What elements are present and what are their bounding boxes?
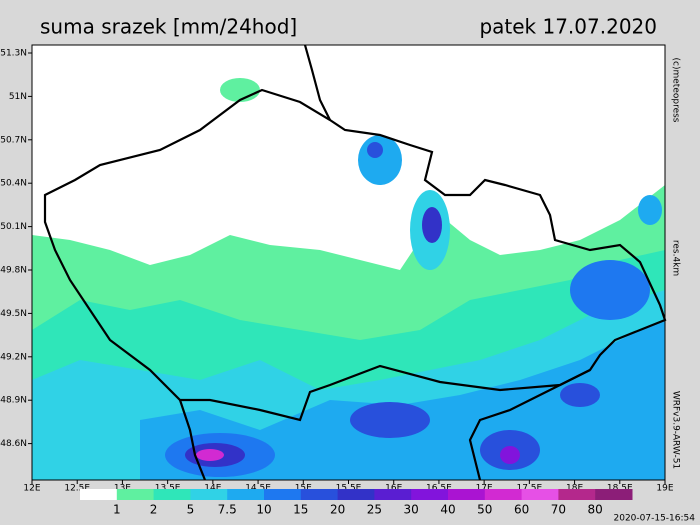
rain-cell (350, 402, 430, 438)
colorbar-label: 25 (367, 503, 382, 517)
colorbar-swatch (521, 489, 559, 500)
lon-label: 16E (385, 484, 402, 494)
colorbar-label: 10 (256, 503, 271, 517)
colorbar-swatch (484, 489, 523, 500)
lon-label: 14E (204, 484, 221, 494)
colorbar-swatch (595, 489, 633, 500)
rain-cell (500, 446, 520, 464)
lat-label: 51.3N (0, 49, 27, 59)
colorbar-label: 40 (440, 503, 455, 517)
lon-label: 13.5E (155, 484, 181, 494)
border-line (178, 399, 207, 481)
resolution: res.4km (671, 240, 681, 276)
lat-label: 50.1N (0, 222, 27, 232)
rain-cell (358, 135, 402, 185)
colorbar-label: 20 (330, 503, 345, 517)
borders (43, 44, 667, 481)
date: patek 17.07.2020 (479, 15, 657, 39)
colorbar-swatch (300, 489, 339, 500)
colorbar-swatch (116, 489, 155, 500)
lon-label: 13E (114, 484, 131, 494)
lon-label: 12.5E (64, 484, 90, 494)
colorbar-swatch (411, 489, 449, 500)
lon-label: 17.5E (516, 484, 542, 494)
lon-label: 18E (566, 484, 583, 494)
border-line (468, 369, 591, 481)
colorbar-swatch (374, 489, 412, 500)
colorbar-label: 70 (551, 503, 566, 517)
lon-label: 12E (23, 484, 40, 494)
colorbar-label: 2 (150, 503, 158, 517)
model: WRFv3.9-ARW-51 (671, 391, 681, 469)
colorbar-swatch (337, 489, 375, 500)
lat-label: 49.8N (0, 266, 27, 276)
border-czech (43, 88, 667, 422)
rain-cell (367, 142, 383, 158)
lon-label: 18.5E (607, 484, 633, 494)
colorbar-label: 1 (113, 503, 121, 517)
rain-cell (560, 383, 600, 407)
lat-label: 50.4N (0, 179, 27, 189)
rain-cell (220, 78, 260, 102)
lon-label: 19E (656, 484, 673, 494)
copyright: (c)meteopress (671, 58, 681, 123)
lat-label: 51N (9, 92, 27, 102)
lat-label: 50.7N (0, 135, 27, 145)
colorbar-swatch (558, 489, 596, 500)
colorbar-swatch (264, 489, 302, 500)
colorbar-label: 7.5 (218, 503, 237, 517)
lon-label: 15E (295, 484, 312, 494)
colorbar-swatch (448, 489, 486, 500)
colorbar-swatch (80, 489, 118, 500)
rain-cell (570, 260, 650, 320)
colorbar-label: 15 (293, 503, 308, 517)
border-line (303, 44, 331, 121)
colorbar-label: 5 (187, 503, 195, 517)
rain-cell (196, 449, 224, 461)
lon-label: 15.5E (336, 484, 362, 494)
rain-cell (638, 195, 662, 225)
timestamp: 2020-07-15-16:54 (614, 514, 696, 524)
map-field (32, 40, 665, 480)
lon-label: 16.5E (426, 484, 452, 494)
lat-label: 49.5N (0, 309, 27, 319)
lon-label: 17E (476, 484, 493, 494)
colorbar-swatch (153, 489, 191, 500)
colorbar-swatch (190, 489, 228, 500)
lat-label: 49.2N (0, 352, 27, 362)
colorbar-label: 50 (477, 503, 492, 517)
colorbar-label: 30 (404, 503, 419, 517)
lon-label: 14.5E (245, 484, 271, 494)
colorbar-label: 60 (514, 503, 529, 517)
colorbar-label: 80 (588, 503, 603, 517)
colorbar-swatch (227, 489, 265, 500)
title: suma srazek [mm/24hod] (40, 15, 297, 39)
rain-cell (422, 207, 442, 243)
lat-label: 48.9N (0, 396, 27, 406)
lat-label: 48.6N (0, 439, 27, 449)
